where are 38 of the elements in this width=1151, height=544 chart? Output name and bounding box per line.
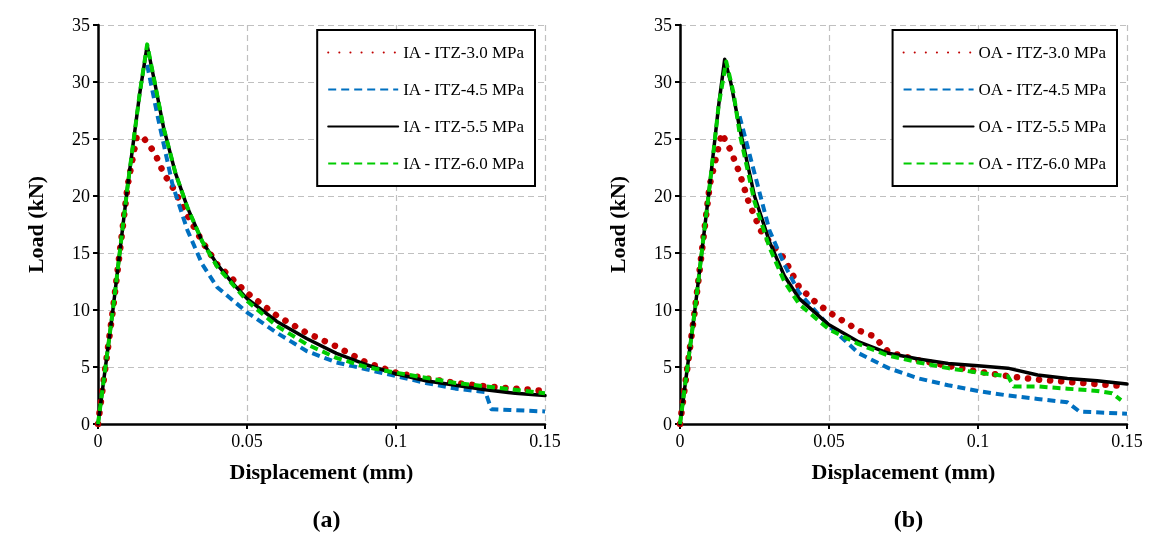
y-tick-label: 35 bbox=[72, 15, 90, 35]
x-tick-label: 0.1 bbox=[966, 431, 990, 451]
legend-label: OA - ITZ-3.0 MPa bbox=[978, 43, 1107, 62]
y-tick-label: 5 bbox=[81, 357, 90, 377]
text: (b) bbox=[893, 506, 924, 532]
y-tick-label: 15 bbox=[72, 243, 90, 263]
text: (a) bbox=[312, 506, 341, 532]
y-tick-label: 30 bbox=[72, 72, 90, 92]
x-tick-label: 0.05 bbox=[813, 431, 845, 451]
legend-label: IA - ITZ-6.0 MPa bbox=[403, 154, 525, 173]
y-axis-title: Load (kN) bbox=[22, 175, 48, 274]
y-tick-label: 25 bbox=[654, 129, 672, 149]
legend-label: IA - ITZ-3.0 MPa bbox=[403, 43, 525, 62]
y-tick-label: 10 bbox=[654, 300, 672, 320]
y-tick-label: 10 bbox=[72, 300, 90, 320]
legend-label: OA - ITZ-5.5 MPa bbox=[978, 117, 1107, 136]
line-series bbox=[145, 62, 547, 414]
x-tick-label: 0.15 bbox=[1111, 431, 1143, 451]
legend-label: IA - ITZ-4.5 MPa bbox=[403, 80, 525, 99]
x-tick-label: 0.1 bbox=[384, 431, 408, 451]
legend-label: OA - ITZ-6.0 MPa bbox=[978, 154, 1107, 173]
x-axis-title: Displacement (mm) bbox=[229, 458, 414, 484]
x-axis-title: Displacement (mm) bbox=[811, 458, 996, 484]
line-series bbox=[737, 114, 1129, 416]
y-tick-label: 20 bbox=[72, 186, 90, 206]
y-tick-label: 20 bbox=[654, 186, 672, 206]
legend-label: OA - ITZ-4.5 MPa bbox=[978, 80, 1107, 99]
y-tick-label: 15 bbox=[654, 243, 672, 263]
y-tick-label: 0 bbox=[663, 414, 672, 434]
x-tick-label: 0.05 bbox=[231, 431, 263, 451]
y-tick-label: 35 bbox=[654, 15, 672, 35]
legend-label: IA - ITZ-5.5 MPa bbox=[403, 117, 525, 136]
y-tick-label: 25 bbox=[72, 129, 90, 149]
y-tick-label: 5 bbox=[663, 357, 672, 377]
y-tick-label: 30 bbox=[654, 72, 672, 92]
y-axis-title: Load (kN) bbox=[604, 175, 630, 274]
x-tick-label: 0.15 bbox=[529, 431, 561, 451]
y-tick-label: 0 bbox=[81, 414, 90, 434]
